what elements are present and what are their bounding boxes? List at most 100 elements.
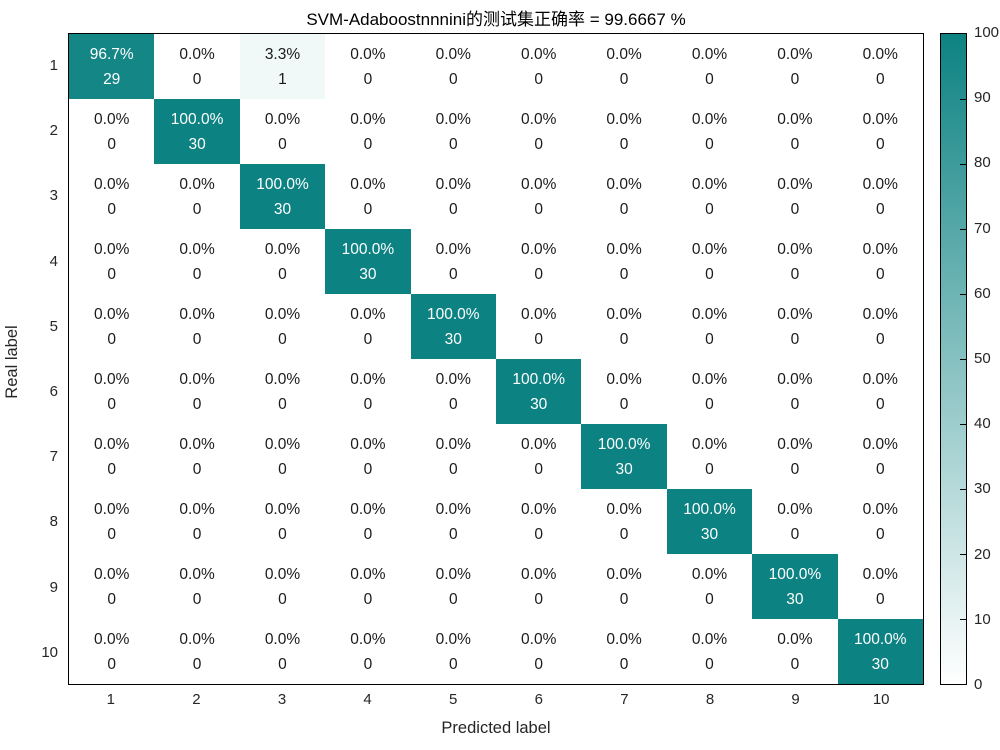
- cell-percent: 96.7%: [89, 45, 134, 63]
- matrix-cell: 100.0% 30: [410, 294, 496, 359]
- matrix-cell: 0.0% 0: [325, 164, 411, 229]
- cell-count: 0: [534, 200, 543, 218]
- col-tick-label: 6: [534, 691, 543, 708]
- cell-count: 0: [107, 265, 116, 283]
- row-tick-label: 10: [41, 643, 58, 661]
- matrix-cell: 0.0% 0: [496, 294, 582, 359]
- matrix-cell: 0.0% 0: [752, 294, 838, 359]
- cell-percent: 0.0%: [94, 305, 130, 323]
- cell-percent: 0.0%: [179, 565, 215, 583]
- matrix-cell: 0.0% 0: [666, 34, 753, 99]
- cell-percent: 0.0%: [179, 240, 215, 258]
- matrix-cell: 0.0% 0: [581, 554, 667, 619]
- cell-count: 0: [278, 460, 287, 478]
- colorbar-tick-label: 10: [974, 611, 991, 628]
- cell-count: 0: [705, 200, 714, 218]
- matrix-cell: 0.0% 0: [666, 424, 753, 489]
- cell-percent: 0.0%: [862, 565, 898, 583]
- cell-count: 0: [619, 265, 629, 283]
- cell-count: 0: [790, 135, 800, 153]
- colorbar-tick-label: 30: [974, 480, 991, 497]
- cell-percent: 0.0%: [350, 565, 386, 583]
- matrix-cell: 0.0% 0: [666, 619, 753, 684]
- cell-percent: 100.0%: [854, 630, 907, 648]
- cell-count: 0: [363, 525, 373, 543]
- matrix-cell: 0.0% 0: [239, 619, 326, 684]
- cell-percent: 0.0%: [777, 630, 813, 648]
- cell-count: 0: [875, 200, 885, 218]
- matrix-cell: 0.0% 0: [154, 619, 240, 684]
- cell-percent: 0.0%: [435, 500, 471, 518]
- cell-count: 0: [619, 200, 629, 218]
- matrix-cell: 0.0% 0: [410, 619, 496, 684]
- matrix-cell: 0.0% 0: [581, 489, 667, 554]
- colorbar: [940, 33, 967, 685]
- matrix-cell: 0.0% 0: [69, 424, 155, 489]
- cell-percent: 0.0%: [350, 500, 386, 518]
- cell-count: 0: [619, 135, 629, 153]
- col-tick-label: 2: [192, 691, 201, 708]
- cell-percent: 0.0%: [264, 565, 301, 583]
- matrix-cell: 0.0% 0: [239, 424, 326, 489]
- cell-count: 0: [534, 460, 543, 478]
- cell-percent: 0.0%: [691, 630, 728, 648]
- cell-percent: 0.0%: [350, 370, 386, 388]
- matrix-cell: 0.0% 0: [154, 294, 240, 359]
- cell-count: 0: [278, 590, 287, 608]
- cell-count: 0: [448, 460, 458, 478]
- matrix-cell: 0.0% 0: [581, 34, 667, 99]
- matrix-cell: 0.0% 0: [837, 294, 923, 359]
- matrix-cell: 0.0% 0: [666, 164, 753, 229]
- matrix-cell: 0.0% 0: [496, 229, 582, 294]
- cell-percent: 0.0%: [179, 305, 215, 323]
- matrix-cell: 0.0% 0: [239, 554, 326, 619]
- cell-count: 0: [705, 395, 714, 413]
- matrix-cell: 0.0% 0: [666, 294, 753, 359]
- cell-count: 0: [278, 655, 287, 673]
- colorbar-tick: [960, 619, 966, 620]
- col-tick-label: 3: [277, 691, 287, 708]
- cell-percent: 0.0%: [350, 110, 386, 128]
- col-tick-label: 8: [705, 691, 715, 708]
- matrix-cell: 0.0% 0: [325, 489, 411, 554]
- cell-percent: 0.0%: [521, 565, 557, 583]
- cell-percent: 0.0%: [264, 305, 301, 323]
- cell-count: 0: [192, 265, 202, 283]
- matrix-cell: 0.0% 0: [410, 229, 496, 294]
- cell-count: 0: [705, 460, 714, 478]
- cell-count: 0: [107, 590, 116, 608]
- cell-count: 0: [363, 655, 373, 673]
- colorbar-tick-label: 50: [974, 350, 991, 367]
- cell-percent: 0.0%: [350, 45, 386, 63]
- row-tick-label: 3: [49, 187, 58, 205]
- cell-percent: 0.0%: [777, 305, 813, 323]
- matrix-cell: 0.0% 0: [239, 99, 326, 164]
- cell-count: 0: [192, 460, 202, 478]
- matrix-cell: 0.0% 0: [581, 164, 667, 229]
- cell-count: 0: [875, 330, 885, 348]
- cell-percent: 0.0%: [606, 175, 642, 193]
- cell-count: 0: [448, 200, 458, 218]
- cell-count: 0: [363, 200, 373, 218]
- colorbar-tick-labels: 0 10 20 30 40 50 60 70 80 90 100: [974, 24, 1000, 693]
- cell-percent: 0.0%: [691, 565, 728, 583]
- cell-count: 0: [705, 330, 714, 348]
- cell-percent: 0.0%: [521, 175, 557, 193]
- cell-count: 0: [192, 70, 202, 88]
- cell-percent: 0.0%: [862, 45, 898, 63]
- colorbar-tick: [960, 424, 966, 425]
- cell-percent: 0.0%: [435, 435, 471, 453]
- col-tick-label: 7: [620, 691, 629, 708]
- cell-count: 30: [700, 525, 719, 543]
- cell-percent: 0.0%: [521, 110, 557, 128]
- cell-count: 0: [790, 265, 800, 283]
- colorbar-tick-label: 90: [974, 89, 991, 106]
- matrix-cell: 3.3% 1: [239, 34, 326, 99]
- matrix-cell: 0.0% 0: [69, 99, 155, 164]
- colorbar-tick: [960, 554, 966, 555]
- cell-percent: 100.0%: [341, 240, 395, 258]
- cell-count: 0: [534, 590, 543, 608]
- matrix-cell: 0.0% 0: [410, 34, 496, 99]
- cell-count: 0: [278, 330, 287, 348]
- matrix-cell: 100.0% 30: [837, 619, 923, 684]
